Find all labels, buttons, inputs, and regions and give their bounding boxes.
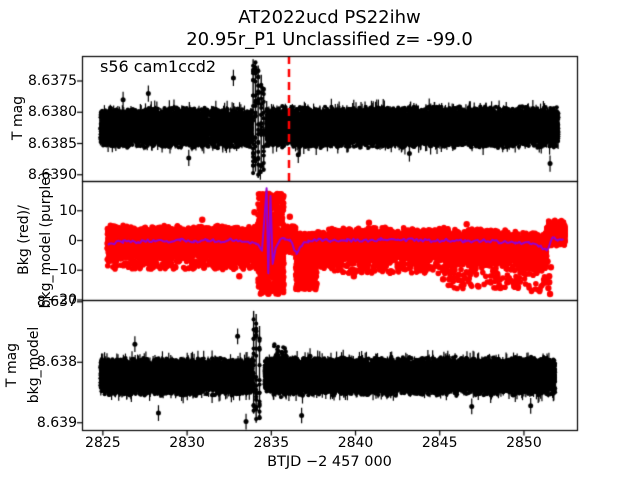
y-tick-label: 8.639 [36, 414, 77, 431]
sector-camera-annotation: s56 cam1ccd2 [100, 57, 217, 76]
figure-title-line2: 20.95r_P1 Unclassified z= -99.0 [186, 29, 473, 50]
x-tick-label: 2825 [85, 435, 121, 451]
y-tick-label: 8.6390 [28, 166, 77, 183]
x-axis-label: BTJD −2 457 000 [267, 454, 392, 470]
y-tick-label: 8.638 [36, 354, 77, 371]
y-tick-label: 8.6375 [28, 73, 77, 89]
x-tick-label: 2830 [169, 435, 205, 451]
x-tick-label: 2840 [337, 435, 374, 451]
x-tick-label: 2835 [253, 435, 290, 451]
y-tick-label: −10 [47, 262, 77, 279]
y-tick-label: 0 [68, 232, 77, 249]
y-tick-label: 10 [59, 202, 77, 219]
y-tick-label: −20 [47, 292, 77, 308]
y-tick-label: 8.6380 [28, 104, 77, 121]
y-tick-label: 8.637 [36, 293, 77, 310]
x-tick-label: 2845 [421, 435, 458, 451]
y-tick-label: 8.6385 [28, 135, 77, 152]
figure-title-line1: AT2022ucd PS22ihw [238, 7, 421, 28]
x-tick-label: 2850 [506, 435, 542, 451]
